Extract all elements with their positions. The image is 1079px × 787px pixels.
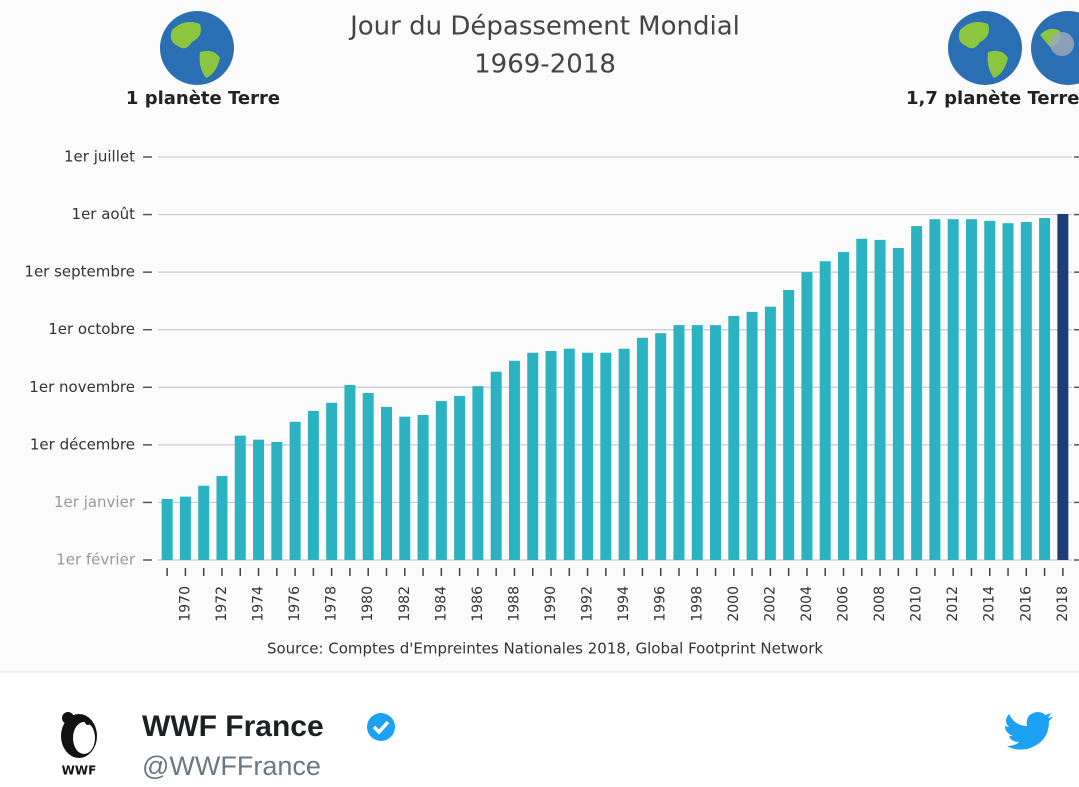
x-tick-label: 1970 (177, 586, 193, 622)
bar (307, 410, 319, 560)
bar (563, 348, 575, 560)
x-tick-label: 1978 (324, 586, 340, 622)
bar (289, 421, 301, 560)
bar (161, 498, 173, 560)
y-tick-label: 1er janvier (54, 493, 136, 511)
bar (472, 386, 484, 560)
bar (746, 311, 758, 560)
bar (965, 219, 977, 561)
bar (1039, 218, 1051, 561)
x-tick-label: 2002 (762, 586, 778, 622)
y-tick-label: 1er août (72, 205, 136, 223)
bar (435, 401, 447, 560)
x-tick-label: 1976 (287, 586, 303, 622)
bar (527, 352, 539, 560)
y-tick-label: 1er septembre (24, 263, 135, 281)
bar (838, 251, 849, 560)
twitter-logo[interactable] (1005, 712, 1053, 750)
bar (1020, 222, 1032, 560)
bar (801, 272, 813, 560)
bar (271, 441, 283, 560)
bar (984, 220, 996, 560)
x-tick-label: 1992 (580, 586, 596, 622)
bar (728, 315, 740, 560)
bar (691, 325, 703, 560)
x-tick-label: 1998 (689, 586, 705, 622)
bar (362, 393, 374, 560)
x-tick-label: 2018 (1055, 586, 1071, 622)
x-tick-label: 1980 (360, 586, 376, 622)
x-tick-label: 1994 (616, 586, 632, 622)
bar (600, 352, 612, 560)
x-tick-label: 1990 (543, 586, 559, 622)
x-tick-label: 1974 (251, 586, 267, 622)
verified-badge (367, 713, 395, 741)
bar (636, 337, 648, 560)
x-tick-label: 1972 (214, 586, 230, 622)
left-label: 1 planète Terre (126, 88, 280, 109)
bar (490, 371, 502, 560)
x-tick-label: 1984 (433, 586, 449, 622)
x-tick-label: 1982 (397, 586, 413, 622)
x-tick-label: 2000 (726, 586, 742, 622)
bar (545, 351, 557, 560)
bar (911, 226, 923, 561)
bar (344, 384, 356, 560)
bar (179, 496, 191, 560)
source: Source: Comptes d'Empreintes Nationales … (267, 640, 823, 658)
y-tick-label: 1er juillet (64, 148, 135, 166)
x-tick-label: 2012 (945, 586, 961, 622)
y-tick-label: 1er février (56, 551, 136, 569)
bar (673, 325, 685, 560)
bar (1057, 213, 1069, 560)
x-tick-label: 2004 (799, 586, 815, 622)
bar (582, 352, 594, 560)
bar (929, 219, 941, 561)
bar (783, 289, 795, 560)
bar (216, 475, 228, 560)
bar (947, 219, 959, 561)
globe-left (160, 11, 234, 85)
x-tick-label: 2006 (836, 586, 852, 622)
bar (381, 406, 392, 560)
bar (655, 333, 667, 560)
bar (234, 435, 246, 560)
x-tick-label: 2016 (1018, 586, 1034, 622)
bar (856, 238, 868, 560)
chart-title: Jour du Dépassement Mondial (348, 12, 740, 42)
bar (454, 395, 466, 560)
bar (253, 439, 265, 560)
bar (892, 247, 904, 560)
x-tick-label: 2008 (872, 586, 888, 622)
x-tick-label: 2014 (982, 586, 998, 622)
bar (326, 402, 338, 560)
bar (819, 261, 831, 560)
bar (417, 414, 429, 560)
y-tick-label: 1er novembre (29, 378, 135, 396)
chart-subtitle: 1969-2018 (474, 50, 616, 80)
x-tick-label: 1986 (470, 586, 486, 622)
bar (399, 416, 411, 560)
x-tick-label: 1996 (653, 586, 669, 622)
x-tick-label: 2010 (909, 586, 925, 622)
bar (1002, 223, 1014, 560)
logo-text: WWF (62, 764, 97, 778)
right-label: 1,7 planète Terre (906, 88, 1079, 109)
bar (618, 348, 630, 560)
account-name[interactable]: WWF France (142, 710, 324, 743)
bar (764, 306, 776, 560)
bar (198, 485, 210, 560)
globe-right (948, 11, 1079, 85)
y-tick-label: 1er octobre (48, 320, 135, 338)
bar (710, 325, 722, 560)
x-tick-label: 1988 (506, 586, 522, 622)
y-tick-label: 1er décembre (30, 435, 135, 453)
account-handle[interactable]: @WWFFrance (142, 751, 321, 781)
wwf-logo (52, 708, 106, 770)
bar (508, 360, 520, 560)
bar (874, 239, 886, 560)
